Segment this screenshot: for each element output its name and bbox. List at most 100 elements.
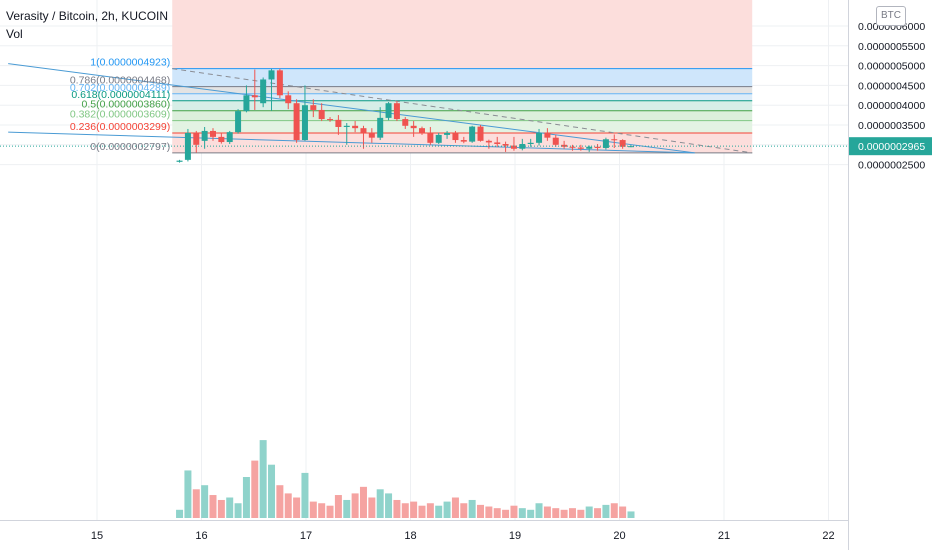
candle-body — [285, 95, 292, 104]
volume-bar — [251, 460, 259, 518]
candle-body — [594, 146, 601, 148]
price-tick-label: 0.0000003500 — [858, 120, 925, 132]
volume-bar — [493, 508, 501, 518]
volume-bar — [451, 497, 459, 518]
volume-bar — [460, 503, 468, 518]
candle-body — [260, 79, 267, 104]
price-tick-label: 0.0000002500 — [858, 160, 925, 172]
volume-bar — [627, 511, 635, 518]
volume-bar — [477, 504, 485, 518]
volume-bar — [568, 508, 576, 518]
price-tick-label: 0.0000004000 — [858, 100, 925, 112]
candle-body — [268, 70, 275, 80]
candle-body — [360, 128, 367, 133]
volume-bar — [217, 499, 225, 518]
candle-body — [527, 142, 534, 145]
candle-body — [310, 105, 317, 110]
candle-body — [243, 95, 250, 112]
candle-body — [502, 144, 509, 146]
time-tick-label: 20 — [613, 530, 625, 542]
volume-bar — [594, 508, 602, 518]
candle-body — [586, 146, 593, 149]
candle-body — [235, 111, 242, 133]
time-tick-label: 22 — [822, 530, 834, 542]
candle-body — [452, 132, 459, 141]
time-tick-label: 21 — [718, 530, 730, 542]
candle-body — [536, 132, 543, 143]
time-tick-label: 16 — [195, 530, 207, 542]
candle-body — [510, 145, 517, 149]
volume-bar — [535, 503, 543, 518]
price-tick-label: 0.0000004500 — [858, 80, 925, 92]
candle-body — [469, 126, 476, 142]
volume-bar — [443, 501, 451, 518]
fib-level-label: 0.786(0.0000004468) — [70, 75, 170, 87]
volume-bar — [410, 501, 418, 518]
candle-body — [402, 119, 409, 126]
volume-bar — [502, 509, 510, 518]
trendline — [8, 131, 695, 154]
volume-bar — [268, 464, 276, 518]
candle-body — [494, 142, 501, 145]
candle-body — [418, 128, 425, 133]
volume-bar — [276, 485, 284, 518]
candle-body — [368, 132, 375, 138]
fib-level-label: 0.618(0.0000004111) — [71, 89, 170, 101]
volume-bar — [385, 493, 393, 518]
fib-level-label: 0.236(0.0000003299) — [70, 121, 170, 133]
candle-body — [385, 103, 392, 118]
candle-body — [552, 137, 559, 145]
candle-body — [226, 132, 233, 143]
candle-body — [335, 119, 342, 127]
volume-bar — [234, 503, 242, 518]
volume-bar — [359, 486, 367, 518]
volume-bar — [192, 489, 200, 518]
chart-title: Verasity / Bitcoin, 2h, KUCOIN — [6, 9, 169, 23]
candle-body — [460, 140, 467, 142]
candle-body — [343, 125, 350, 127]
currency-badge[interactable]: BTC — [876, 6, 906, 26]
candle-body — [485, 140, 492, 143]
candle-body — [293, 103, 300, 141]
volume-bar — [485, 506, 493, 518]
fib-level-label: 1(0.0000004923) — [90, 57, 170, 69]
fib-band — [172, 86, 753, 94]
fib-level-label: 0.702(0.0000004289) — [70, 82, 170, 94]
volume-bar — [284, 493, 292, 518]
volume-bar — [468, 499, 476, 518]
volume-label: Vol — [6, 27, 23, 41]
fib-band — [172, 110, 753, 121]
candle-body — [427, 132, 434, 143]
volume-bar — [510, 505, 518, 518]
candle-body — [176, 160, 183, 162]
candle-body — [435, 134, 442, 143]
volume-bar — [184, 470, 192, 518]
volume-bar — [418, 505, 426, 518]
volume-bar — [426, 503, 434, 518]
price-tick-label: 0.0000006000 — [858, 21, 925, 33]
volume-bar — [543, 506, 551, 518]
time-tick-label: 18 — [404, 530, 416, 542]
volume-bar — [201, 485, 209, 518]
candle-body — [619, 140, 626, 147]
candle-body — [327, 119, 334, 121]
volume-bar — [176, 509, 184, 518]
price-tick-label: 0.0000005000 — [858, 61, 925, 73]
volume-bar — [610, 503, 618, 518]
fib-upper-band — [172, 0, 753, 69]
candle-body — [544, 132, 551, 138]
fib-band — [172, 120, 753, 133]
candle-body — [193, 132, 200, 145]
time-tick-label: 19 — [509, 530, 521, 542]
trendline — [172, 68, 753, 154]
plot-area — [0, 0, 848, 520]
volume-bar — [393, 499, 401, 518]
time-tick-label: 17 — [300, 530, 312, 542]
volume-bar — [435, 505, 443, 518]
volume-bar — [619, 506, 627, 518]
volume-bar — [209, 495, 217, 518]
volume-bar — [401, 503, 409, 518]
volume-bar — [242, 477, 250, 518]
price-tick-label: 0.0000005500 — [858, 41, 925, 53]
